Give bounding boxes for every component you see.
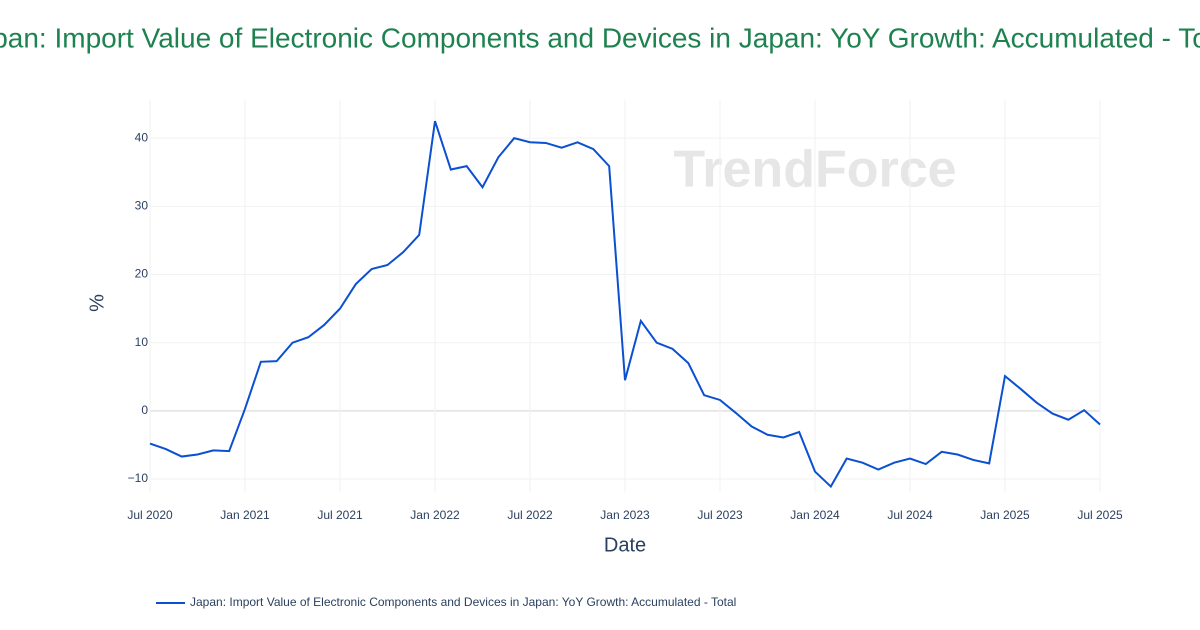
y-tick-label: 30 bbox=[135, 199, 149, 213]
x-tick-label: Jul 2021 bbox=[317, 508, 363, 522]
legend-label: Japan: Import Value of Electronic Compon… bbox=[190, 595, 736, 609]
x-tick-label: Jan 2024 bbox=[790, 508, 840, 522]
y-axis-title: % bbox=[86, 294, 108, 312]
x-tick-label: Jul 2024 bbox=[887, 508, 933, 522]
x-tick-label: Jul 2020 bbox=[127, 508, 173, 522]
y-tick-label: 40 bbox=[135, 130, 149, 144]
x-axis-title: Date bbox=[604, 534, 646, 556]
chart-title: Japan: Import Value of Electronic Compon… bbox=[0, 22, 1200, 53]
x-tick-label: Jul 2025 bbox=[1077, 508, 1123, 522]
data-line bbox=[149, 120, 1101, 489]
x-tick-label: Jul 2023 bbox=[697, 508, 743, 522]
y-tick-label: −10 bbox=[128, 471, 149, 485]
x-tick-label: Jul 2022 bbox=[507, 508, 553, 522]
x-tick-label: Jan 2022 bbox=[410, 508, 460, 522]
y-tick-label: 10 bbox=[135, 335, 149, 349]
y-tick-label: 20 bbox=[135, 267, 149, 281]
x-tick-label: Jan 2023 bbox=[600, 508, 650, 522]
y-tick-label: 0 bbox=[141, 403, 148, 417]
x-tick-label: Jan 2021 bbox=[220, 508, 270, 522]
x-tick-label: Jan 2025 bbox=[980, 508, 1030, 522]
